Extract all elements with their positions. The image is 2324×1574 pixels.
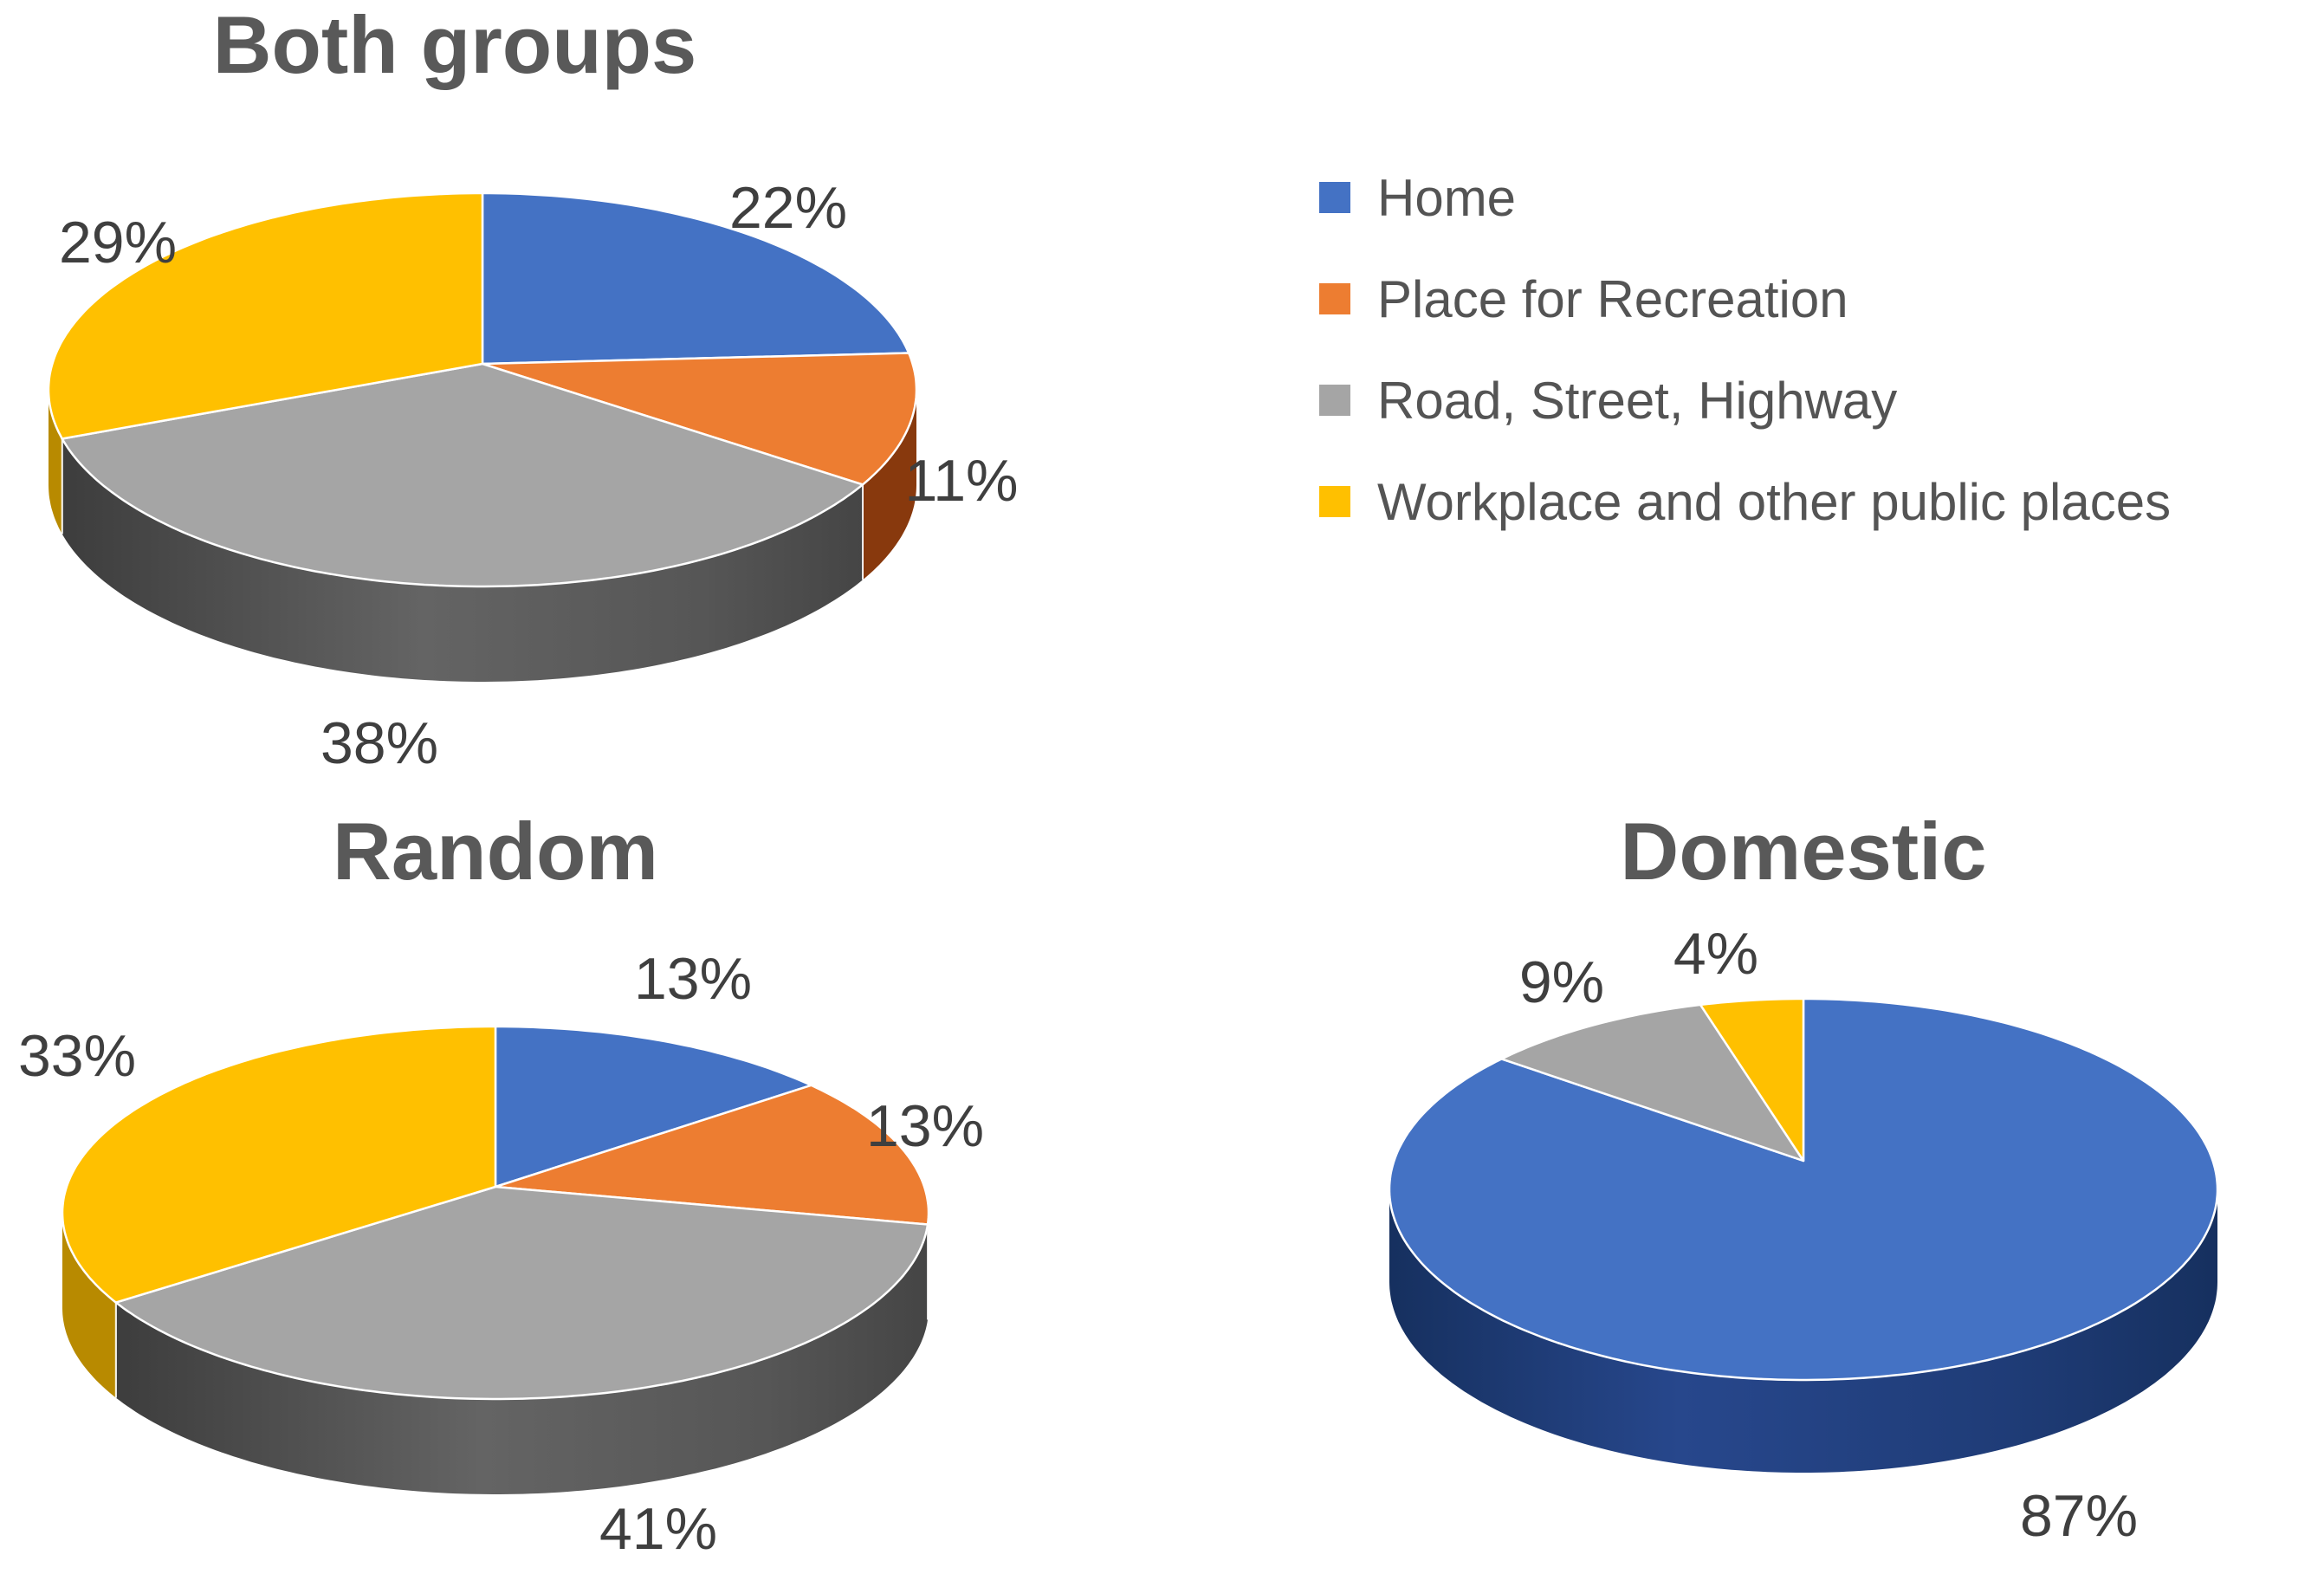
legend-label-recreation: Place for Recreation — [1377, 269, 1848, 328]
legend-item-road: Road, Street, Highway — [1319, 369, 2171, 431]
pie-slice-0-place-for-recreation — [481, 352, 918, 486]
pie-slice-1-road-street-highway — [114, 1185, 929, 1401]
pie-wall-0 — [863, 390, 916, 580]
pie-wall-2 — [1389, 1189, 2217, 1473]
slice-label-bothgroups-home: 22% — [728, 175, 848, 241]
chart-title-both-groups: Both groups — [212, 0, 697, 90]
slice-label-domestic-workplace: 4% — [1673, 921, 1759, 987]
slice-label-domestic-road: 9% — [1518, 949, 1605, 1015]
legend-swatch-home-icon — [1319, 182, 1350, 213]
pie-slice-1-place-for-recreation — [494, 1084, 930, 1226]
pie-wall-0 — [61, 438, 863, 682]
slice-label-bothgroups-recreation: 11% — [904, 448, 1019, 514]
pie-wall-0 — [49, 390, 62, 534]
slice-label-domestic-home: 87% — [2019, 1483, 2139, 1549]
slice-label-bothgroups-workplace: 29% — [58, 210, 178, 275]
pie-slice-0-workplace-and-other-public-places — [47, 191, 484, 440]
pie-slice-1-workplace-and-other-public-places — [61, 1025, 497, 1304]
pie-slice-0-road-street-highway — [61, 362, 864, 588]
legend-item-home: Home — [1319, 166, 2171, 229]
pie-slice-2-road-street-highway — [1500, 1003, 1805, 1163]
legend-item-recreation: Place for Recreation — [1319, 268, 2171, 330]
legend-label-road: Road, Street, Highway — [1377, 371, 1898, 430]
chart-title-domestic: Domestic — [1620, 806, 1987, 897]
pie-slice-2-workplace-and-other-public-places — [1699, 997, 1805, 1163]
slice-label-random-road: 41% — [599, 1496, 718, 1562]
pie-slice-1-home — [494, 1025, 812, 1189]
legend-label-workplace: Workplace and other public places — [1377, 472, 2172, 531]
slice-label-random-home: 13% — [633, 946, 753, 1012]
slice-label-bothgroups-road: 38% — [320, 710, 439, 776]
legend-label-home: Home — [1377, 168, 1517, 227]
legend-swatch-road-icon — [1319, 385, 1350, 416]
pie-slice-0-home — [481, 191, 910, 366]
legend-item-workplace: Workplace and other public places — [1319, 470, 2171, 533]
slice-label-random-recreation: 13% — [865, 1093, 985, 1159]
legend-swatch-recreation-icon — [1319, 283, 1350, 314]
chart-title-random: Random — [333, 806, 658, 897]
slice-label-random-workplace: 33% — [17, 1023, 137, 1089]
legend: Home Place for Recreation Road, Street, … — [1319, 166, 2171, 572]
pie-wall-1 — [115, 1224, 929, 1494]
legend-swatch-workplace-icon — [1319, 486, 1350, 517]
pie-slice-2-home — [1388, 997, 2219, 1382]
